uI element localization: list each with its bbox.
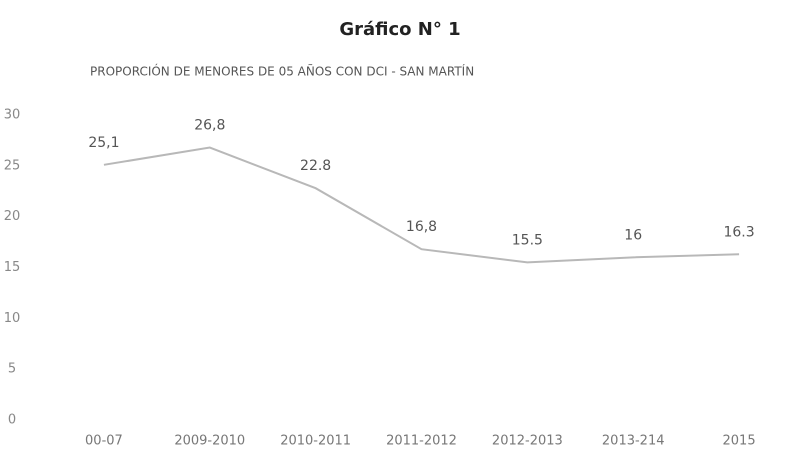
chart-subtitle: PROPORCIÓN DE MENORES DE 05 AÑOS CON DCI… bbox=[90, 64, 474, 79]
data-label: 25,1 bbox=[88, 135, 119, 151]
data-label: 16,8 bbox=[406, 219, 437, 235]
x-tick-label: 2011-2012 bbox=[386, 434, 457, 449]
y-tick-label: 15 bbox=[4, 260, 21, 275]
data-label: 16.3 bbox=[723, 224, 754, 240]
x-tick-label: 2010-2011 bbox=[280, 434, 351, 449]
x-tick-label: 00-07 bbox=[85, 434, 123, 449]
y-tick-label: 25 bbox=[4, 158, 21, 173]
data-label: 16 bbox=[624, 227, 642, 243]
x-tick-label: 2013-214 bbox=[602, 434, 665, 449]
data-label: 22.8 bbox=[300, 158, 331, 174]
data-label: 26,8 bbox=[194, 118, 225, 134]
y-tick-label: 30 bbox=[4, 108, 21, 123]
x-tick-label: 2012-2013 bbox=[492, 434, 563, 449]
y-tick-label: 5 bbox=[8, 362, 16, 377]
line-series bbox=[103, 146, 740, 264]
x-tick-label: 2009-2010 bbox=[174, 434, 245, 449]
y-tick-label: 20 bbox=[4, 209, 21, 224]
y-tick-label: 10 bbox=[4, 311, 21, 326]
x-tick-label: 2015 bbox=[723, 434, 756, 449]
y-tick-label: 0 bbox=[8, 413, 16, 428]
chart-title: Gráfico N° 1 bbox=[339, 19, 460, 40]
data-label: 15.5 bbox=[512, 232, 543, 248]
